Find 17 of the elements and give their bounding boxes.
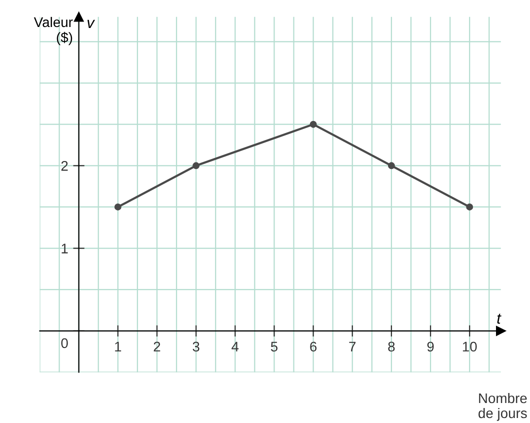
x-tick-label: 2 [154,342,160,352]
x-tick-label: 8 [388,342,395,352]
y-axis-title: Valeur ($) [34,16,73,46]
y-tick-label: 1 [62,244,68,254]
x-tick-label: 6 [310,342,317,352]
y2-axis-title: v [87,20,96,28]
x-tick-label: 10 [462,342,477,352]
y-tick-label: 0 [61,338,68,348]
x-axis-title: Nombre de jours [478,392,527,421]
x-tick-label: 9 [427,342,434,352]
annotation: t [497,314,502,324]
y-tick-label: 2 [61,160,68,171]
x-tick-label: 1 [115,342,122,352]
x-tick-label: 5 [270,342,278,352]
x-tick-label: 3 [192,342,200,352]
x-tick-label: 7 [349,342,356,352]
x-tick-label: 4 [232,342,239,352]
